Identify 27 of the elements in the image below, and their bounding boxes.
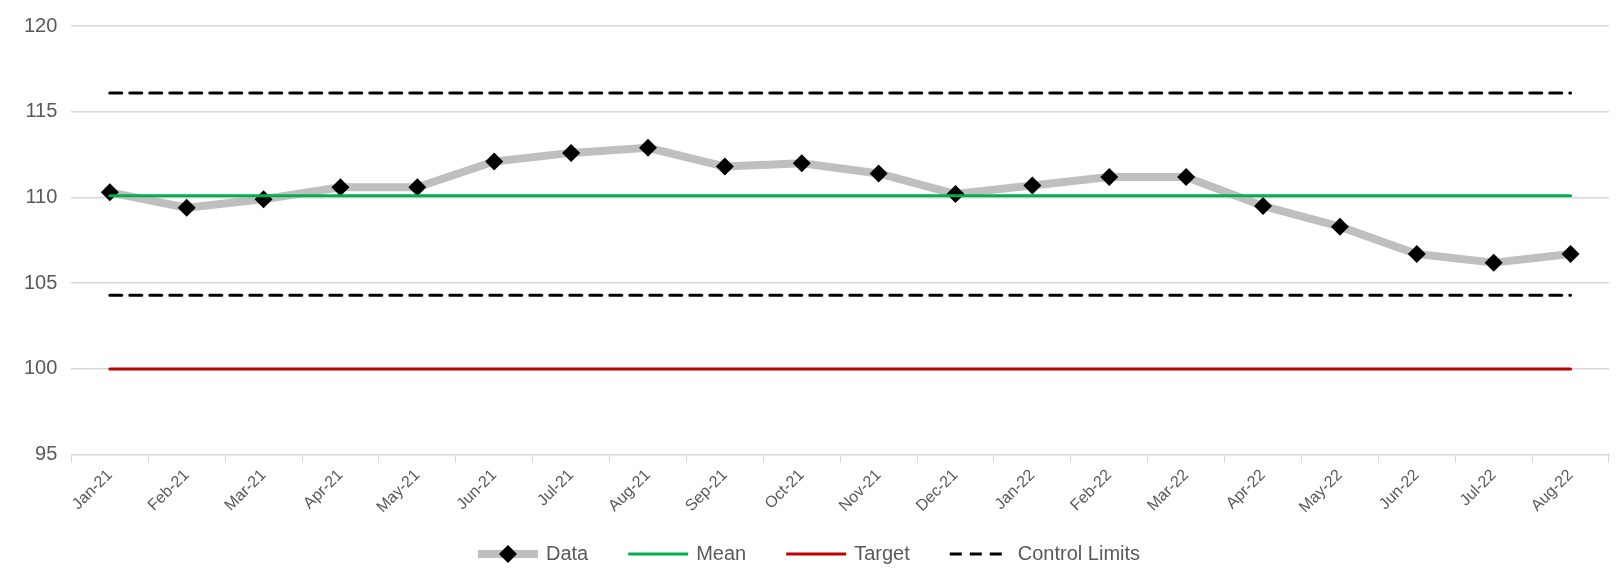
point <box>1100 167 1119 186</box>
point <box>1407 245 1426 264</box>
point <box>1561 245 1580 264</box>
point <box>869 164 888 183</box>
point <box>1023 176 1042 195</box>
point <box>177 198 196 217</box>
legend-label: Control Limits <box>1017 541 1141 564</box>
point <box>408 178 427 197</box>
point <box>1484 253 1503 272</box>
point <box>1330 217 1349 236</box>
y-tick-label: 120 <box>23 13 58 36</box>
point <box>562 143 581 162</box>
point <box>331 178 350 197</box>
y-tick-label: 95 <box>35 442 58 465</box>
point <box>715 157 734 176</box>
point <box>1177 167 1196 186</box>
legend-label: Data <box>545 541 590 564</box>
point <box>792 154 811 173</box>
y-tick-label: 115 <box>25 99 58 122</box>
y-tick-label: 110 <box>25 184 58 207</box>
legend-label: Target <box>854 541 911 564</box>
y-tick-label: 100 <box>23 356 58 379</box>
point <box>485 152 504 171</box>
legend-label: Mean <box>696 541 747 564</box>
y-tick-label: 105 <box>23 270 58 293</box>
point <box>638 138 657 157</box>
point <box>1254 197 1273 216</box>
